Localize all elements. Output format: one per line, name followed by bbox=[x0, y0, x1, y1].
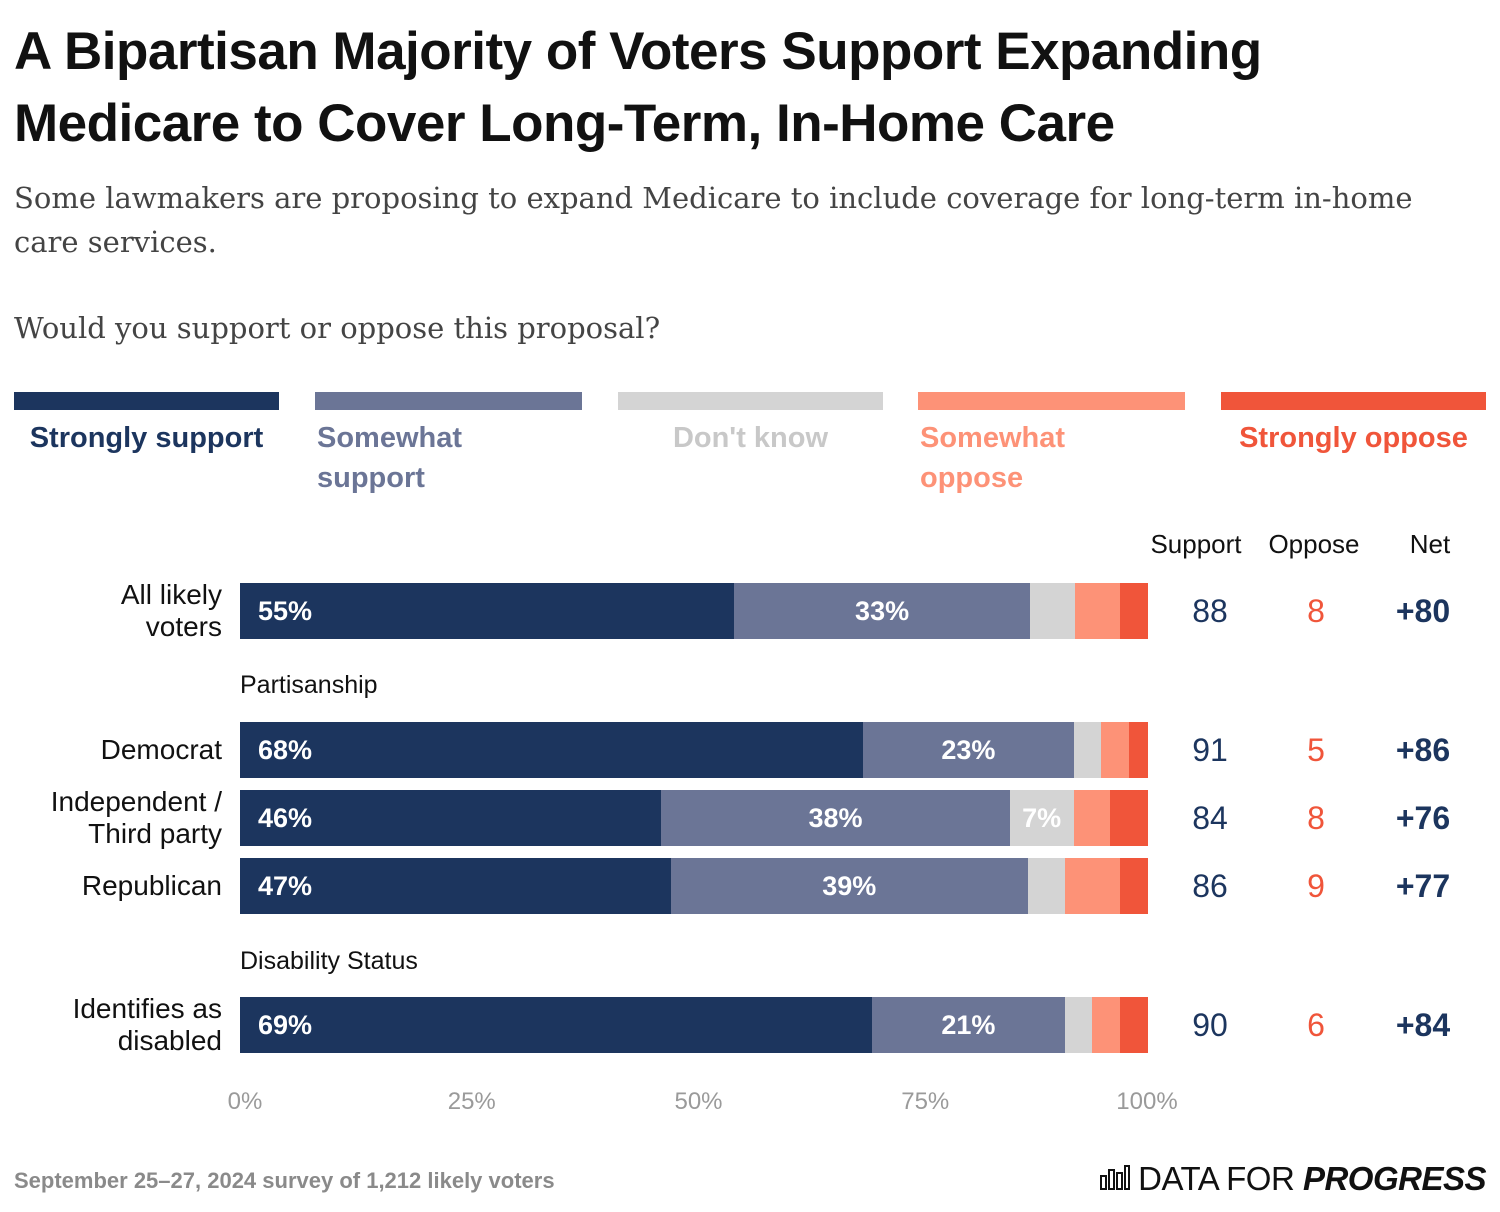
bar-segment-somewhat_oppose bbox=[1073, 790, 1111, 846]
brand-logo: DATA FOR PROGRESS bbox=[1100, 1160, 1487, 1198]
bar-segment-somewhat_support bbox=[862, 722, 1075, 778]
oppose-value: 9 bbox=[1307, 868, 1325, 904]
column-header-support: Support bbox=[1150, 529, 1242, 559]
bar-value-label: 39% bbox=[822, 871, 877, 901]
bar-segment-strongly_support bbox=[240, 997, 873, 1053]
bar-segment-strongly_oppose bbox=[1119, 858, 1148, 914]
row-label: Democrat bbox=[100, 734, 222, 765]
x-tick-label: 100% bbox=[1116, 1088, 1178, 1115]
brand-emphasis: PROGRESS bbox=[1302, 1160, 1487, 1197]
column-header-net: Net bbox=[1409, 529, 1451, 559]
bar-segment-strongly_support bbox=[240, 790, 663, 846]
column-header-oppose: Oppose bbox=[1268, 529, 1360, 559]
bar-segment-somewhat_support bbox=[670, 858, 1029, 914]
support-value: 91 bbox=[1192, 732, 1228, 768]
chart-subtitle: Some lawmakers are proposing to expand M… bbox=[14, 181, 1413, 259]
bar-value-label: 23% bbox=[941, 735, 996, 765]
legend-item-somewhat_support: Somewhat support bbox=[315, 392, 582, 502]
group-label: Disability Status bbox=[240, 947, 418, 975]
net-value: +84 bbox=[1395, 1007, 1451, 1043]
legend-swatch-somewhat_support bbox=[315, 392, 582, 410]
bar-segment-strongly_support bbox=[240, 858, 672, 914]
x-tick-label: 75% bbox=[901, 1088, 950, 1115]
bar-segment-dont_know bbox=[1073, 722, 1102, 778]
support-value: 84 bbox=[1192, 800, 1228, 836]
bar-segment-dont_know bbox=[1009, 790, 1075, 846]
bar-value-label: 21% bbox=[941, 1010, 996, 1040]
chart-title: A Bipartisan Majority of Voters Support … bbox=[14, 22, 1262, 153]
row-label: Republican bbox=[81, 870, 222, 901]
support-value: 88 bbox=[1192, 593, 1228, 629]
bar-row: 46% 38% 7% bbox=[240, 790, 1148, 846]
legend-label-strongly_oppose: Strongly oppose bbox=[1239, 422, 1468, 454]
row-label: All likely voters bbox=[120, 579, 222, 642]
net-value: +76 bbox=[1395, 800, 1451, 836]
oppose-value: 8 bbox=[1307, 593, 1325, 629]
support-value: 90 bbox=[1192, 1007, 1228, 1043]
legend-swatch-strongly_oppose bbox=[1221, 392, 1486, 410]
brand-prefix: DATA FOR bbox=[1138, 1160, 1295, 1197]
oppose-value: 8 bbox=[1307, 800, 1325, 836]
bar-value-label: 69% bbox=[258, 1010, 313, 1040]
legend-swatch-somewhat_oppose bbox=[918, 392, 1185, 410]
legend-item-strongly_support: Strongly support bbox=[14, 392, 279, 502]
net-value: +86 bbox=[1395, 732, 1451, 768]
survey-question: Would you support or oppose this proposa… bbox=[14, 311, 661, 345]
oppose-value: 6 bbox=[1307, 1007, 1325, 1043]
bar-segment-somewhat_oppose bbox=[1101, 722, 1130, 778]
bar-segment-strongly_oppose bbox=[1119, 997, 1148, 1053]
legend-label-somewhat_oppose: Somewhat oppose bbox=[920, 422, 1066, 494]
x-tick-label: 0% bbox=[227, 1088, 263, 1115]
bar-segment-strongly_oppose bbox=[1110, 790, 1148, 846]
legend-swatch-strongly_support bbox=[14, 392, 279, 410]
bar-segment-somewhat_oppose bbox=[1092, 997, 1121, 1053]
net-value: +77 bbox=[1395, 868, 1451, 904]
legend-label-somewhat_support: Somewhat support bbox=[317, 422, 463, 494]
bar-segment-dont_know bbox=[1030, 583, 1076, 639]
bar-segment-dont_know bbox=[1027, 858, 1066, 914]
bar-segment-dont_know bbox=[1064, 997, 1093, 1053]
bar-value-label: 7% bbox=[1022, 803, 1062, 833]
bar-value-label: 33% bbox=[855, 596, 910, 626]
x-tick-label: 50% bbox=[674, 1088, 723, 1115]
survey-footnote: September 25–27, 2024 survey of 1,212 li… bbox=[14, 1168, 555, 1193]
group-label: Partisanship bbox=[240, 671, 378, 699]
bar-segment-strongly_oppose bbox=[1128, 722, 1148, 778]
bar-value-label: 47% bbox=[258, 871, 313, 901]
brand-wordmark: DATA FOR PROGRESS bbox=[1138, 1160, 1486, 1198]
legend-item-strongly_oppose: Strongly oppose bbox=[1221, 392, 1486, 502]
net-value: +80 bbox=[1395, 593, 1451, 629]
bar-segment-strongly_support bbox=[240, 583, 735, 639]
bar-value-label: 46% bbox=[258, 803, 313, 833]
bar-row: 55% 33% bbox=[240, 583, 1148, 639]
bar-segment-somewhat_support bbox=[733, 583, 1031, 639]
legend-item-somewhat_oppose: Somewhat oppose bbox=[918, 392, 1185, 502]
bar-segment-somewhat_oppose bbox=[1075, 583, 1121, 639]
bar-segment-somewhat_support bbox=[872, 997, 1066, 1053]
bar-value-label: 68% bbox=[258, 735, 313, 765]
row-label: Identifies as disabled bbox=[72, 993, 222, 1056]
bar-segment-strongly_oppose bbox=[1120, 583, 1148, 639]
row-label: Independent / Third party bbox=[50, 786, 222, 849]
oppose-value: 5 bbox=[1307, 732, 1325, 768]
legend-label-strongly_support: Strongly support bbox=[29, 422, 264, 454]
support-value: 86 bbox=[1192, 868, 1228, 904]
x-tick-label: 25% bbox=[447, 1088, 496, 1115]
legend-label-dont_know: Don't know bbox=[672, 422, 829, 454]
bar-row: 47% 39% bbox=[240, 858, 1148, 914]
bar-row: 69% 21% bbox=[240, 997, 1148, 1053]
legend-swatch-dont_know bbox=[618, 392, 883, 410]
bar-chart-logo-icon bbox=[1100, 1164, 1131, 1195]
legend-item-dont_know: Don't know bbox=[618, 392, 883, 502]
bar-segment-somewhat_oppose bbox=[1064, 858, 1121, 914]
bar-row: 68% 23% bbox=[240, 722, 1148, 778]
bar-value-label: 38% bbox=[808, 803, 863, 833]
bar-segment-somewhat_support bbox=[661, 790, 1011, 846]
bar-segment-strongly_support bbox=[240, 722, 864, 778]
bar-value-label: 55% bbox=[258, 596, 313, 626]
